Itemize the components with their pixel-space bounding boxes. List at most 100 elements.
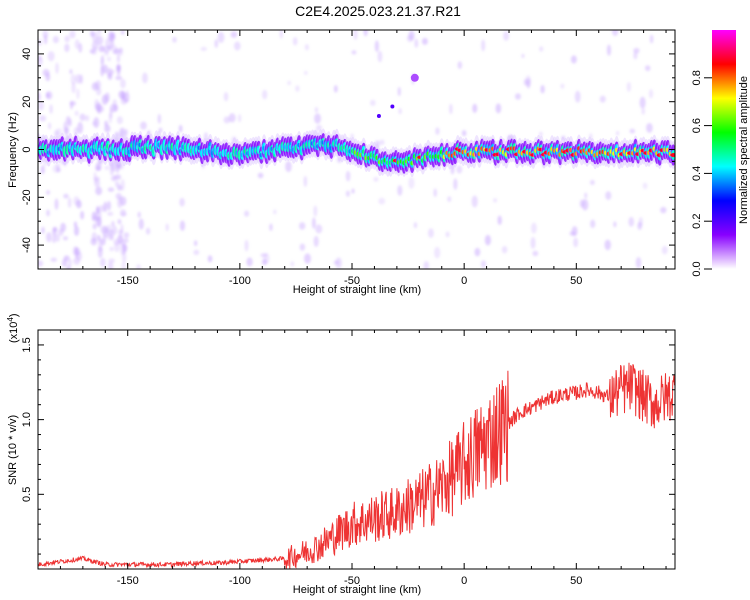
y-tick-label: 1.5	[21, 337, 33, 352]
noise-speck	[428, 228, 434, 238]
noise-speck	[47, 51, 55, 62]
colorbar-tick-label: 0.6	[691, 118, 703, 133]
noise-speck	[91, 211, 97, 220]
noise-speck	[228, 113, 236, 123]
noise-speck	[472, 103, 478, 114]
noise-speck	[179, 220, 186, 231]
colorbar-bar	[712, 30, 736, 269]
noise-speck	[230, 31, 238, 38]
noise-speck	[165, 223, 169, 232]
noise-speck	[115, 75, 123, 81]
noise-speck	[140, 121, 147, 130]
noise-speck	[406, 34, 414, 43]
noise-speck	[285, 161, 292, 173]
noise-speck	[414, 38, 419, 48]
snr-x-axis-label: Height of straight line (km)	[293, 584, 421, 596]
noise-speck	[42, 69, 50, 77]
noise-speck	[238, 114, 242, 123]
spectrogram-y-ticks: -40 -20 0 20 40	[21, 29, 675, 270]
noise-speck	[457, 61, 463, 70]
noise-speck	[40, 165, 45, 175]
noise-speck	[606, 44, 612, 56]
noise-speck	[117, 219, 122, 225]
noise-speck	[312, 217, 316, 229]
noise-speck	[123, 128, 128, 136]
noise-speck	[604, 239, 611, 251]
noise-speck	[530, 237, 536, 249]
noise-speck	[103, 50, 109, 57]
colorbar-tick-label: 0.8	[691, 70, 703, 85]
x-tick-label: -100	[229, 575, 251, 587]
noise-speck	[290, 261, 295, 267]
noise-speck	[112, 99, 117, 107]
noise-speck	[64, 35, 70, 43]
x-tick-label: 50	[570, 575, 582, 587]
spectral-feature	[410, 73, 419, 82]
noise-speck	[351, 50, 357, 55]
noise-speck	[314, 107, 319, 113]
spectrogram-heatmap	[38, 30, 675, 269]
y-tick-label: 0.5	[21, 487, 33, 502]
noise-speck	[62, 236, 69, 241]
noise-speck	[179, 197, 185, 207]
noise-speck	[303, 175, 308, 187]
noise-speck	[374, 40, 379, 53]
noise-speck	[77, 121, 84, 134]
noise-speck	[76, 200, 82, 209]
noise-speck	[408, 177, 415, 189]
noise-speck	[644, 65, 651, 72]
noise-speck	[97, 247, 103, 259]
x-tick-label: -50	[344, 575, 360, 587]
noise-speck	[379, 139, 385, 146]
noise-speck	[660, 206, 667, 214]
noise-speck	[69, 100, 74, 110]
noise-speck	[223, 91, 229, 102]
noise-speck	[79, 113, 86, 122]
noise-speck	[532, 250, 539, 257]
x-tick-label: 0	[461, 575, 467, 587]
noise-speck	[641, 108, 645, 115]
noise-speck	[573, 237, 579, 248]
noise-speck	[38, 101, 44, 111]
snr-y-axis-label: SNR (10 * v/v)	[7, 415, 19, 485]
noise-speck	[109, 165, 115, 176]
noise-speck	[599, 95, 606, 103]
noise-speck	[501, 245, 508, 254]
noise-speck	[287, 80, 291, 86]
noise-speck	[514, 93, 521, 100]
noise-speck	[223, 116, 231, 124]
colorbar-tick-label: 0.4	[691, 166, 703, 181]
noise-speck	[110, 40, 115, 49]
noise-speck	[124, 97, 129, 103]
snr-series-line	[38, 362, 675, 569]
noise-speck	[109, 107, 113, 119]
noise-speck	[73, 257, 81, 265]
noise-speck	[137, 211, 141, 218]
noise-speck	[138, 218, 144, 230]
snr-y-ticks: 0.5 1.0 1.5	[21, 329, 675, 570]
spectral-feature	[376, 114, 381, 119]
noise-speck	[106, 200, 111, 211]
noise-speck	[92, 223, 97, 230]
noise-speck	[661, 245, 668, 255]
noise-speck	[589, 179, 595, 185]
noise-speck	[93, 171, 97, 183]
noise-speck	[333, 85, 338, 93]
noise-speck	[122, 242, 126, 255]
noise-speck	[64, 43, 70, 53]
noise-speck	[397, 86, 401, 97]
noise-speck	[104, 165, 110, 171]
noise-speck	[38, 260, 44, 267]
x-tick-label: 0	[461, 275, 467, 287]
colorbar-ticks: 0.0 0.2 0.4 0.6 0.8	[691, 70, 712, 277]
noise-speck	[89, 30, 95, 37]
noise-speck	[445, 231, 450, 238]
snr-x-ticks: -150 -100 -50 0 50	[37, 330, 667, 587]
noise-speck	[69, 30, 76, 39]
noise-speck	[109, 246, 114, 252]
noise-speck	[49, 104, 53, 114]
noise-speck	[295, 85, 300, 92]
noise-speck	[581, 199, 589, 211]
noise-speck	[96, 102, 102, 115]
noise-speck	[66, 265, 71, 269]
